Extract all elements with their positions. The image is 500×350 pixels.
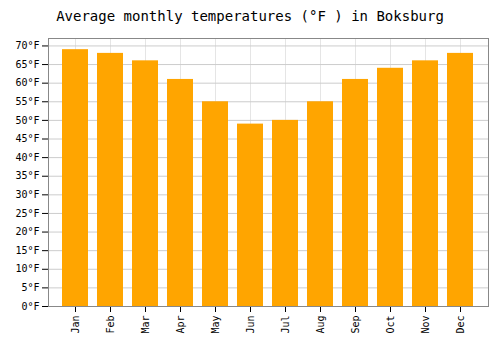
html-text:Average monthly temperatures (: Average monthly temperatures (°F ) in Bo… — [56, 8, 444, 24]
svg-text:25°F: 25°F — [15, 208, 39, 219]
svg-text:55°F: 55°F — [15, 96, 39, 107]
svg-text:15°F: 15°F — [15, 245, 39, 256]
svg-text:May: May — [210, 316, 221, 334]
svg-text:50°F: 50°F — [15, 115, 39, 126]
svg-text:Dec: Dec — [455, 316, 466, 334]
svg-text:40°F: 40°F — [15, 152, 39, 163]
svg-text:60°F: 60°F — [15, 77, 39, 88]
svg-text:10°F: 10°F — [15, 263, 39, 274]
svg-text:45°F: 45°F — [15, 133, 39, 144]
svg-text:35°F: 35°F — [15, 170, 39, 181]
svg-text:Aug: Aug — [315, 316, 326, 334]
svg-text:Jul: Jul — [280, 316, 291, 334]
svg-text:65°F: 65°F — [15, 59, 39, 70]
svg-text:5°F: 5°F — [21, 282, 39, 293]
svg-text:Nov: Nov — [420, 316, 431, 334]
svg-text:0°F: 0°F — [21, 301, 39, 312]
svg-text:Mar: Mar — [140, 316, 151, 334]
svg-text:70°F: 70°F — [15, 40, 39, 51]
svg-text:Jun: Jun — [245, 316, 256, 334]
svg-text:Oct: Oct — [385, 316, 396, 334]
svg-text:30°F: 30°F — [15, 189, 39, 200]
svg-text:20°F: 20°F — [15, 226, 39, 237]
svg-text:Feb: Feb — [105, 316, 116, 334]
svg-text:Jan: Jan — [70, 316, 81, 334]
svg-text:Sep: Sep — [350, 316, 361, 334]
svg-text:Apr: Apr — [175, 316, 186, 334]
